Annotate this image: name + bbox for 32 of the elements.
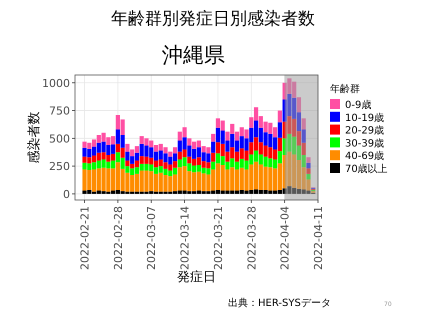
x-tick-label: 2022-03-14 bbox=[178, 206, 192, 270]
bar bbox=[302, 118, 306, 130]
chart-title: 年齢群別発症日別感染者数 bbox=[111, 9, 315, 29]
y-tick-label: 1000 bbox=[42, 76, 70, 90]
x-tick-label: 2022-03-07 bbox=[145, 206, 158, 270]
legend-title: 年齢群 bbox=[330, 83, 360, 95]
legend-label: 20-29歳 bbox=[345, 124, 384, 137]
y-tick-label: 0 bbox=[63, 188, 70, 201]
bar bbox=[306, 157, 311, 163]
bar bbox=[306, 162, 311, 168]
y-tick-label: 750 bbox=[49, 104, 70, 118]
y-tick-label: 250 bbox=[49, 160, 70, 174]
x-tick-label: 2022-02-28 bbox=[112, 206, 125, 270]
y-axis-title: 感染者数 bbox=[27, 112, 42, 164]
bar bbox=[211, 134, 216, 142]
x-tick-label: 2022-03-28 bbox=[245, 206, 258, 270]
x-tick-label: 2022-03-21 bbox=[212, 206, 225, 270]
legend-label: 40-69歳 bbox=[345, 150, 384, 162]
bar bbox=[306, 174, 311, 180]
y-tick-label: 500 bbox=[49, 132, 70, 146]
x-axis-title: 発症日 bbox=[177, 270, 216, 285]
x-tick-label: 2022-04-11 bbox=[312, 206, 325, 270]
legend-label: 30-39歳 bbox=[345, 137, 384, 150]
x-tick-label: 2022-04-04 bbox=[278, 206, 292, 270]
source-note: 出典：HER-SYSデータ bbox=[228, 297, 331, 309]
legend-label: 10-19歳 bbox=[345, 112, 384, 124]
bar bbox=[306, 168, 311, 174]
bar bbox=[278, 110, 282, 122]
legend-label: 70歳以上 bbox=[345, 163, 388, 175]
chart-subtitle: 沖縄県 bbox=[162, 43, 225, 67]
x-tick-label: 2022-02-21 bbox=[78, 206, 92, 270]
legend-label: 0-9歳 bbox=[345, 99, 372, 111]
